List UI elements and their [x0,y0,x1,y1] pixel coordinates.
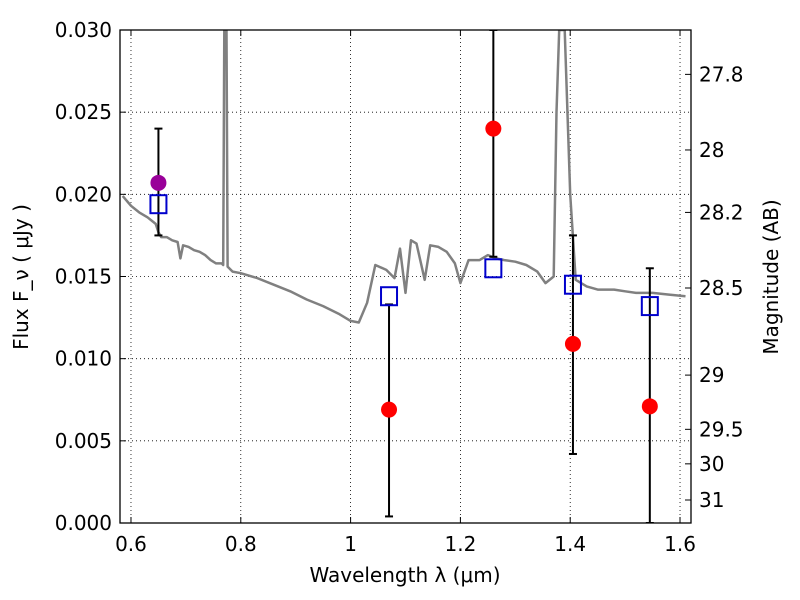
y-tick-label: 0.015 [55,265,112,289]
x-tick-label: 1 [344,532,357,556]
x-tick-label: 1.2 [444,532,476,556]
observed-flux-point [150,174,167,191]
right-tick-label: 28 [699,138,724,162]
x-axis-label: Wavelength λ (μm) [309,563,500,587]
model-flux-square [484,258,503,279]
right-tick-label: 28.2 [699,200,744,224]
y-tick-label: 0.010 [55,347,112,371]
y-tick-label: 0.030 [55,18,112,42]
x-tick-label: 1.4 [554,532,586,556]
ticks: 0.6 0.8 1 1.2 1.4 1.6 0.000 0.005 0.010 0.015 0.02… [55,18,744,556]
right-tick-label: 29 [699,363,724,387]
right-tick-label: 27.8 [699,62,744,86]
x-tick-label: 0.6 [115,532,147,556]
model-flux-square [640,296,659,317]
observed-flux-point [641,398,658,415]
y-tick-label: 0.005 [55,429,112,453]
right-tick-label: 28.5 [699,276,744,300]
x-tick-label: 1.6 [664,532,696,556]
y-tick-label: 0.020 [55,182,112,206]
observed-flux-point [564,335,581,352]
spectrum-line [121,30,686,324]
right-tick-label: 30 [699,452,724,476]
observed-flux-point [381,401,398,418]
right-tick-label: 31 [699,488,724,512]
model-flux-square [380,286,399,307]
x-tick-label: 0.8 [225,532,257,556]
model-flux-square [563,274,582,295]
spectrum-layer [121,30,686,324]
right-tick-label: 29.5 [699,417,744,441]
model-flux-square [149,194,168,215]
y-axis-label: Flux F_ν ( μJy ) [9,204,33,350]
y-tick-label: 0.025 [55,100,112,124]
right-axis-label: Magnitude (AB) [759,199,783,354]
marker-layer [149,120,659,418]
y-tick-label: 0.000 [55,511,112,535]
observed-flux-point [485,120,502,137]
